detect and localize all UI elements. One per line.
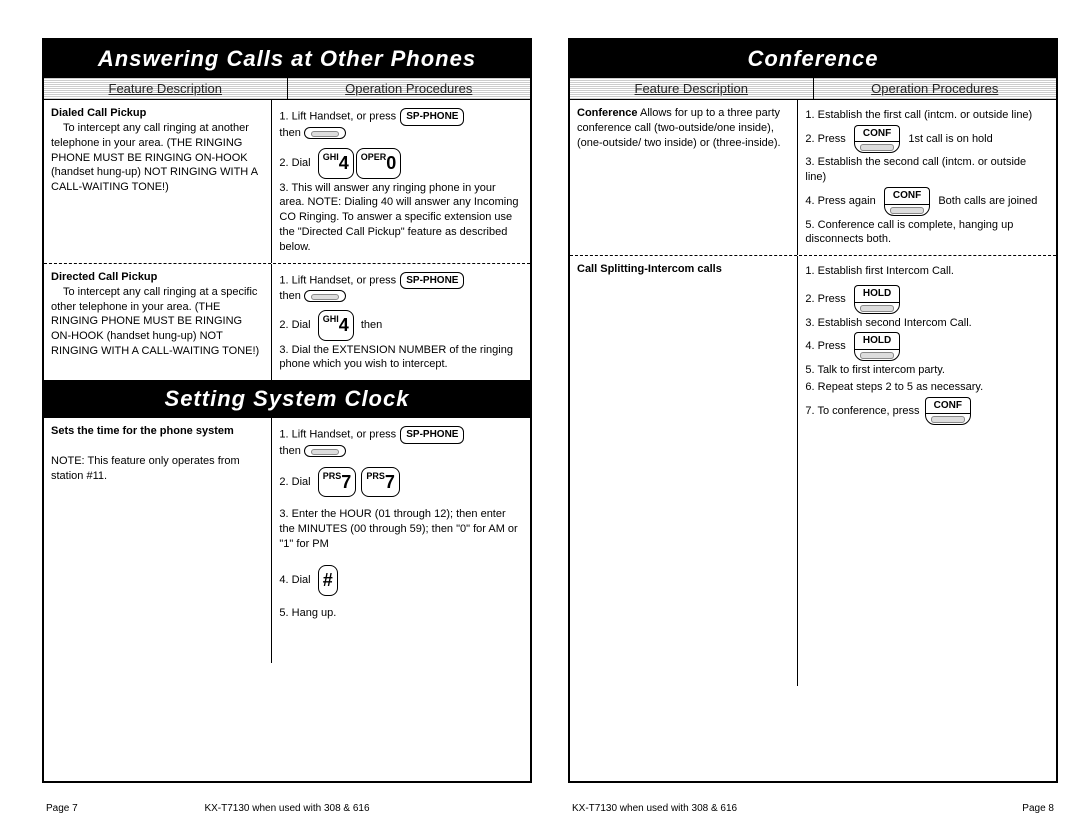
key-prs7-2: PRS7 (361, 467, 400, 497)
ops-directed: 1. Lift Handset, or press SP-PHONE then … (272, 264, 530, 380)
step1a: 1. Lift Handset, or press (279, 111, 396, 123)
feature-dialed: Dialed Call Pickup To intercept any call… (44, 100, 272, 263)
d-step2a: 2. Dial (279, 319, 310, 331)
banner-clock: Setting System Clock (44, 380, 530, 418)
title-splitting: Call Splitting-Intercom calls (577, 263, 722, 275)
sp-step6: 6. Repeat steps 2 to 5 as necessary. (805, 380, 1049, 395)
subheader-1: Feature Description Operation Procedures (44, 78, 530, 100)
col-header-operation: Operation Procedures (288, 78, 531, 99)
row-conference: Conference Allows for up to a three part… (570, 100, 1056, 256)
c-step1a: 1. Lift Handset, or press (279, 429, 396, 441)
row-clock: Sets the time for the phone system NOTE:… (44, 418, 530, 663)
c-step3: 3. Enter the HOUR (01 through 12); then … (279, 507, 523, 552)
ops-splitting: 1. Establish first Intercom Call. 2. Pre… (798, 256, 1056, 686)
title-directed: Directed Call Pickup (51, 271, 157, 283)
subheader-2: Feature Description Operation Procedures (570, 78, 1056, 100)
sp-step2: 2. Press (805, 293, 845, 305)
title-dialed: Dialed Call Pickup (51, 107, 146, 119)
cf-step5: 5. Conference call is complete, hanging … (805, 218, 1049, 248)
body-directed: To intercept any call ringing at a speci… (51, 286, 259, 357)
key-slot-icon (304, 127, 346, 139)
key-sp-phone-3: SP-PHONE (400, 426, 464, 444)
key-ghi4-2: GHI4 (318, 310, 354, 340)
cf-step3: 3. Establish the second call (intcm. or … (805, 155, 1049, 185)
title-conference: Conference (577, 107, 638, 119)
step3: 3. This will answer any ringing phone in… (279, 181, 523, 255)
footer-model-r: KX-T7130 when used with 308 & 616 (572, 803, 737, 814)
sp-step4: 4. Press (805, 341, 845, 353)
key-ghi4: GHI4 (318, 148, 354, 178)
col-header-feature-r: Feature Description (570, 78, 814, 99)
sp-step3: 3. Establish second Intercom Call. (805, 316, 1049, 331)
page-num-8: Page 8 (1022, 803, 1054, 814)
ops-dialed: 1. Lift Handset, or press SP-PHONE then … (272, 100, 530, 263)
col-header-feature: Feature Description (44, 78, 288, 99)
step2: 2. Dial (279, 157, 310, 169)
c-step5: 5. Hang up. (279, 606, 523, 621)
key-hold-2: HOLD (854, 332, 900, 361)
step1b: then (279, 127, 300, 139)
d-step3: 3. Dial the EXTENSION NUMBER of the ring… (279, 343, 523, 373)
footer-model-l: KX-T7130 when used with 308 & 616 (44, 803, 530, 814)
feature-conference: Conference Allows for up to a three part… (570, 100, 798, 255)
key-hold-1: HOLD (854, 285, 900, 314)
sp-step5: 5. Talk to first intercom party. (805, 363, 1049, 378)
key-conf-2: CONF (884, 187, 930, 216)
cf-step2b: 1st call is on hold (908, 133, 992, 145)
cf-step1: 1. Establish the first call (intcm. or o… (805, 108, 1049, 123)
key-hash: # (318, 565, 338, 595)
ops-conference: 1. Establish the first call (intcm. or o… (798, 100, 1056, 255)
key-sp-phone: SP-PHONE (400, 108, 464, 126)
c-step2: 2. Dial (279, 476, 310, 488)
page-right: Conference Feature Description Operation… (568, 38, 1058, 783)
note-clock: NOTE: This feature only operates from st… (51, 455, 240, 482)
d-step1a: 1. Lift Handset, or press (279, 275, 396, 287)
key-slot-icon-3 (304, 445, 346, 457)
c-step4: 4. Dial (279, 574, 310, 586)
sp-step1: 1. Establish first Intercom Call. (805, 264, 1049, 279)
key-prs7-1: PRS7 (318, 467, 357, 497)
cf-step4b: Both calls are joined (938, 195, 1037, 207)
cf-step4a: 4. Press again (805, 195, 875, 207)
feature-splitting: Call Splitting-Intercom calls (570, 256, 798, 686)
page-left: Answering Calls at Other Phones Feature … (42, 38, 532, 783)
key-slot-icon-2 (304, 290, 346, 302)
key-conf-1: CONF (854, 125, 900, 154)
feature-directed: Directed Call Pickup To intercept any ca… (44, 264, 272, 380)
col-header-operation-r: Operation Procedures (814, 78, 1057, 99)
cf-step2a: 2. Press (805, 133, 845, 145)
d-step1b: then (279, 290, 300, 302)
banner-answering: Answering Calls at Other Phones (44, 40, 530, 78)
d-step2b: then (361, 319, 382, 331)
c-step1b: then (279, 445, 300, 457)
banner-conference: Conference (570, 40, 1056, 78)
row-directed-pickup: Directed Call Pickup To intercept any ca… (44, 264, 530, 380)
row-dialed-pickup: Dialed Call Pickup To intercept any call… (44, 100, 530, 264)
ops-clock: 1. Lift Handset, or press SP-PHONE then … (272, 418, 530, 663)
feature-clock: Sets the time for the phone system NOTE:… (44, 418, 272, 663)
body-dialed: To intercept any call ringing at another… (51, 122, 257, 193)
key-oper0: OPER0 (356, 148, 402, 178)
sp-step7: 7. To conference, press (805, 405, 919, 417)
key-sp-phone-2: SP-PHONE (400, 272, 464, 290)
key-conf-3: CONF (925, 397, 971, 426)
row-splitting: Call Splitting-Intercom calls 1. Establi… (570, 256, 1056, 686)
title-clock: Sets the time for the phone system (51, 425, 234, 437)
